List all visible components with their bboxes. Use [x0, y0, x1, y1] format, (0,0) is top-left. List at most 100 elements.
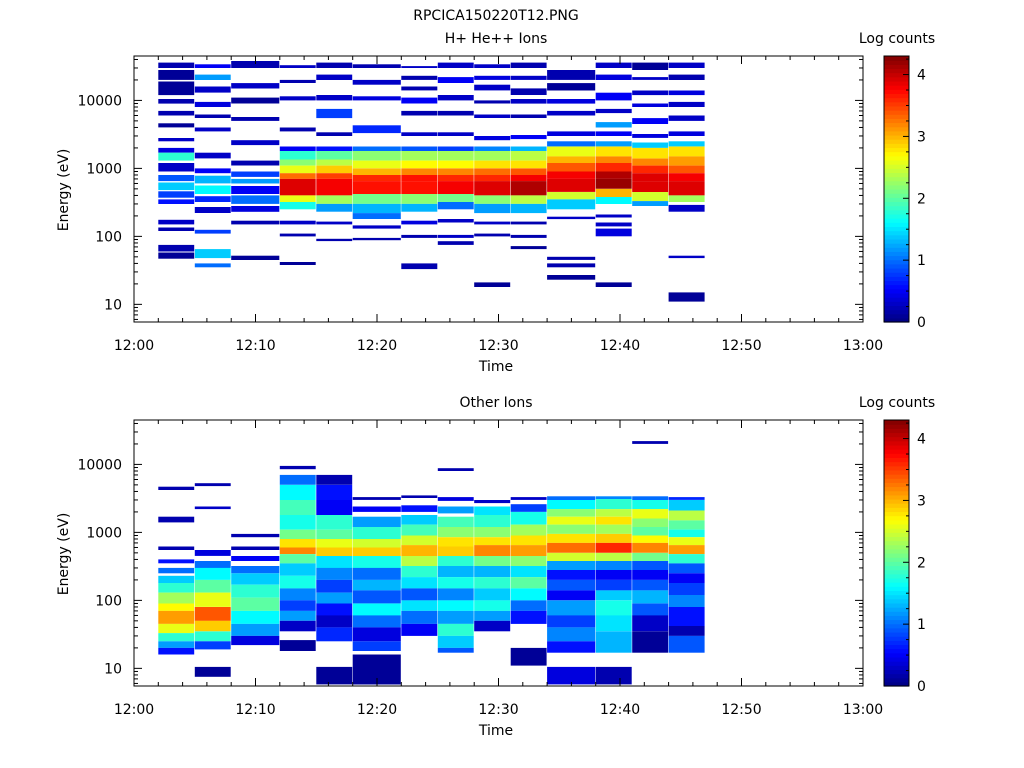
heatmap-cell [158, 110, 195, 116]
heatmap-cell [437, 95, 474, 101]
heatmap-cell [595, 542, 632, 553]
heatmap-cell [632, 181, 669, 192]
heatmap-cell [595, 156, 632, 163]
colorbar-segment [884, 665, 909, 670]
heatmap-cell [474, 64, 511, 68]
heatmap-cell [231, 255, 280, 260]
heatmap-cell [158, 575, 195, 583]
heatmap-cell [316, 579, 353, 593]
heatmap-cell [595, 214, 632, 218]
heatmap-cell [316, 500, 353, 516]
heatmap-cell [510, 504, 547, 512]
heatmap-cell [401, 495, 438, 498]
heatmap-cell [595, 228, 632, 237]
heatmap-cell [437, 527, 474, 538]
x-tick-label: 12:40 [600, 702, 640, 718]
heatmap-cell [194, 483, 231, 487]
colorbar-segment [884, 661, 909, 666]
heatmap-cell [231, 623, 280, 636]
colorbar-segment [884, 172, 909, 178]
heatmap-cell [437, 194, 474, 202]
heatmap-cell [316, 515, 353, 530]
colorbar-segment [884, 276, 909, 282]
panel-title: Other Ions [459, 395, 532, 411]
heatmap-cell [401, 97, 438, 104]
heatmap-cell [231, 546, 280, 550]
heatmap-cell [158, 559, 195, 564]
heatmap-cell [316, 666, 353, 685]
heatmap-cell [668, 141, 705, 147]
heatmap-cell [158, 244, 195, 252]
heatmap-cell [437, 610, 474, 624]
heatmap-cell [352, 556, 401, 568]
colorbar-segment [884, 151, 909, 157]
colorbar-segment [884, 105, 909, 111]
heatmap-cell [547, 627, 596, 642]
heatmap-cell [194, 567, 231, 580]
heatmap-cell [279, 146, 316, 152]
heatmap-cell [595, 222, 632, 227]
heatmap-cell [401, 146, 438, 152]
heatmap-cell [437, 537, 474, 547]
heatmap-cell [668, 204, 705, 212]
colorbar-segment [884, 68, 909, 74]
heatmap-cell [316, 627, 353, 642]
heatmap-cell [510, 203, 547, 214]
colorbar-segment [884, 97, 909, 103]
heatmap-cell [352, 175, 401, 182]
heatmap-cell [632, 631, 669, 653]
y-tick-label: 100 [95, 229, 122, 245]
y-tick-label: 10 [104, 661, 122, 677]
heatmap-cell [632, 192, 669, 202]
heatmap-cell [352, 603, 401, 616]
heatmap-cell [158, 123, 195, 128]
heatmap-cell [194, 263, 231, 268]
heatmap-cell [632, 90, 669, 96]
colorbar-segment [884, 89, 909, 95]
colorbar-segment [884, 130, 909, 136]
colorbar-segment [884, 544, 909, 550]
heatmap-cell [474, 620, 511, 632]
panel-title: H+ He++ Ions [445, 31, 548, 47]
heatmap-cell [279, 173, 316, 179]
heatmap-cell [316, 539, 353, 548]
heatmap-cell [316, 195, 353, 204]
colorbar-segment [884, 656, 909, 662]
colorbar-segment [884, 648, 909, 654]
colorbar-tick-label: 3 [917, 493, 926, 509]
colorbar-tick-label: 1 [917, 253, 926, 269]
heatmap-cell [437, 110, 474, 116]
heatmap-cell [158, 147, 195, 153]
heatmap-cell [231, 83, 280, 89]
heatmap-cell [279, 202, 316, 210]
heatmap-cell [279, 563, 316, 576]
heatmap-cell [510, 511, 547, 525]
heatmap-cell [316, 173, 353, 179]
x-tick-label: 13:00 [843, 338, 883, 354]
heatmap-cell [437, 556, 474, 567]
heatmap-cell [474, 146, 511, 152]
heatmap-cell [279, 484, 316, 500]
heatmap-cell [316, 238, 353, 242]
colorbar-segment [884, 317, 909, 323]
colorbar-segment [884, 180, 909, 186]
heatmap-cell [279, 620, 316, 632]
heatmap-cell [352, 146, 401, 152]
heatmap-cell [194, 101, 231, 107]
colorbar-segment [884, 677, 909, 683]
heatmap-cell [279, 640, 316, 651]
heatmap-cell [231, 206, 280, 212]
heatmap-cell [194, 168, 231, 174]
heatmap-cell [632, 441, 669, 444]
heatmap-cell [437, 623, 474, 636]
heatmap-cell [632, 561, 669, 570]
heatmap-cell [352, 497, 401, 500]
colorbar-segment [884, 553, 909, 558]
heatmap-cell [668, 101, 705, 107]
heatmap-cell [547, 570, 596, 580]
heatmap-cell [595, 516, 632, 525]
heatmap-cell [437, 234, 474, 238]
heatmap-cell [437, 160, 474, 169]
heatmap-cell [231, 556, 280, 561]
